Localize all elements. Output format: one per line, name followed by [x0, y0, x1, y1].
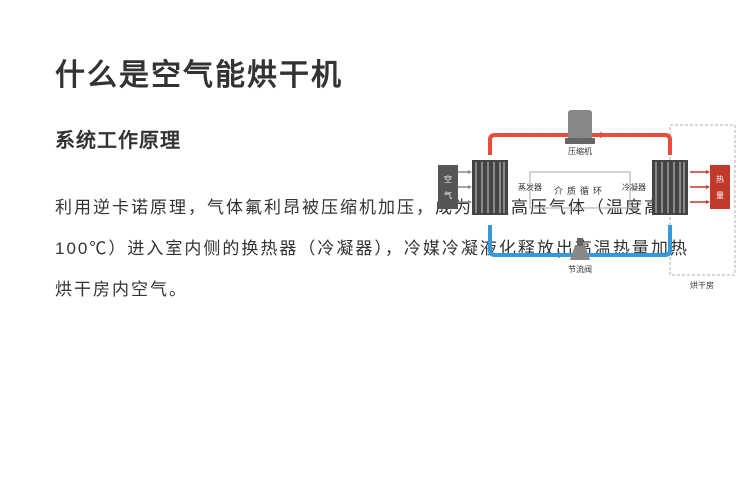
cold-arrow: [552, 252, 560, 258]
expansion-valve-icon: [570, 245, 590, 260]
evaporator-icon: [472, 160, 508, 215]
air-box: [438, 165, 458, 209]
system-diagram: 烘干房 压缩机 蒸发器: [420, 110, 740, 290]
compressor-label: 压缩机: [568, 146, 592, 156]
compressor-icon: [568, 110, 592, 140]
condenser-label: 冷凝器: [622, 182, 646, 192]
heat-box: [710, 165, 730, 209]
hot-arrow: [600, 132, 608, 138]
air-label-1: 空: [444, 174, 452, 184]
medium-cycle-label: 介质循环: [554, 185, 606, 196]
heat-label-2: 量: [716, 191, 724, 200]
expansion-valve-top: [577, 238, 583, 246]
heat-label-1: 热: [716, 174, 724, 184]
drying-room-label: 烘干房: [690, 280, 714, 290]
page-title: 什么是空气能烘干机: [55, 50, 695, 94]
compressor-base: [565, 138, 595, 144]
condenser-icon: [652, 160, 688, 215]
expansion-valve-label: 节流阀: [568, 264, 592, 274]
air-label-2: 气: [444, 190, 452, 200]
